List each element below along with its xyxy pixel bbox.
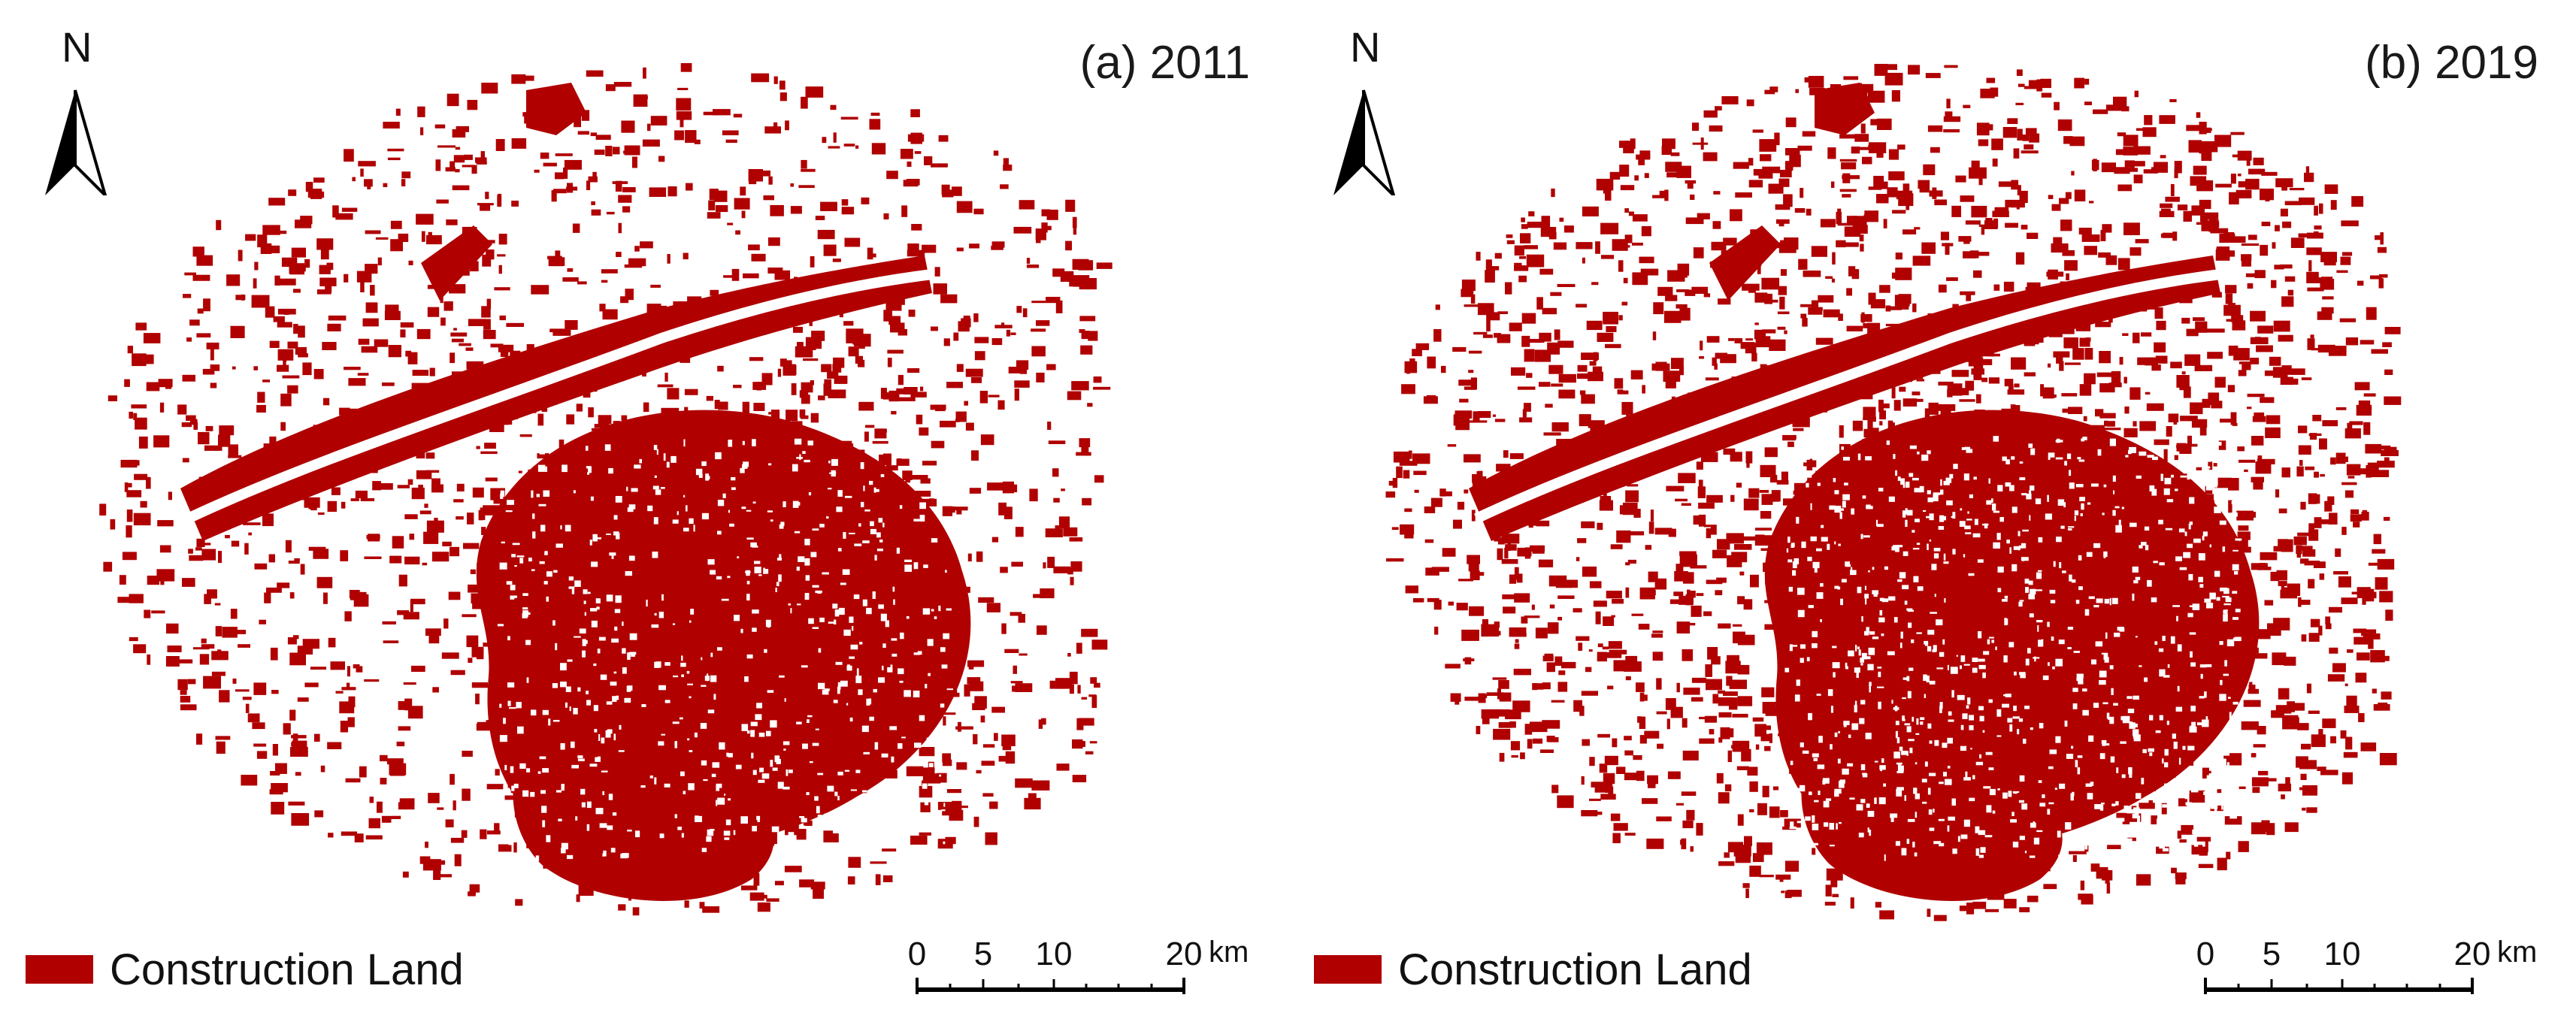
scale-tick-5: 5 [973, 936, 993, 972]
legend-label: Construction Land [1398, 945, 1752, 994]
scale-unit: km [2497, 936, 2538, 969]
scale-tick-20: 20 [1165, 936, 1203, 972]
north-label: N [1350, 23, 1381, 71]
north-arrow: N [1318, 23, 1409, 195]
north-arrow: N [30, 23, 120, 195]
construction-land-map-2019 [1385, 64, 2402, 921]
scale-tick-20: 20 [2453, 936, 2491, 972]
construction-land-swatch [26, 955, 93, 984]
scale-bar: 0 5 10 20 km [894, 936, 1270, 1018]
scale-unit: km [1209, 936, 1249, 969]
scale-tick-10: 10 [2323, 936, 2361, 972]
scale-bar-graphic [916, 978, 1185, 994]
construction-land-swatch [1314, 955, 1382, 984]
scale-tick-5: 5 [2262, 936, 2281, 972]
north-arrow-icon [1333, 89, 1396, 195]
construction-land-map-2011 [99, 63, 1112, 916]
map-legend: Construction Land [26, 939, 464, 999]
scale-bar: 0 5 10 20 km [2183, 936, 2559, 1018]
panel-title: (a) 2011 [1079, 37, 1250, 89]
panel-title: (b) 2019 [2365, 37, 2538, 89]
legend-label: Construction Land [110, 945, 464, 994]
north-arrow-icon [45, 89, 107, 195]
map-legend: Construction Land [1314, 939, 1752, 999]
scale-bar-graphic [2204, 978, 2474, 994]
scale-tick-0: 0 [2196, 936, 2215, 972]
north-label: N [62, 23, 92, 71]
scale-tick-10: 10 [1035, 936, 1073, 972]
scale-tick-0: 0 [907, 936, 927, 972]
map-panel-2019: (b) 2019 N Construction Land 0 5 10 20 k… [1288, 0, 2576, 1022]
map-panel-2011: (a) 2011 N Construction Land 0 5 10 20 k… [26, 23, 1270, 1018]
